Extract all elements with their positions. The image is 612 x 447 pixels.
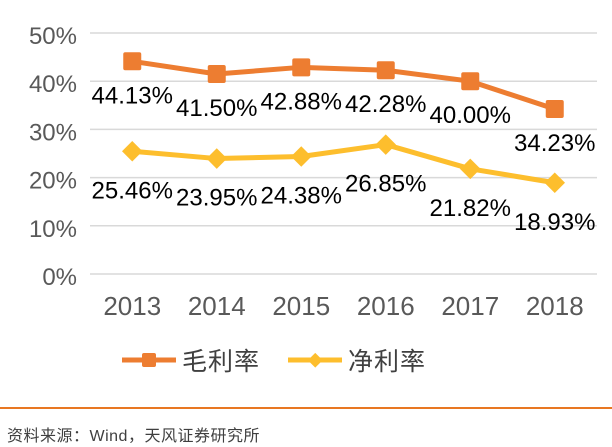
x-axis-tick-label: 2014 — [188, 291, 246, 321]
x-axis-tick-label: 2015 — [272, 291, 330, 321]
y-axis-tick-label: 0% — [42, 264, 77, 291]
data-point-label: 44.13% — [92, 82, 173, 109]
square-marker — [292, 58, 311, 77]
source-divider-line — [0, 407, 612, 409]
legend-item-net-margin: 净利率 — [288, 342, 426, 378]
y-axis-tick-label: 30% — [29, 119, 77, 146]
line-chart-plot-area: 0% 10% 20% 30% 40% 50% 2013 2014 2015 2016 2017 201… — [29, 23, 597, 321]
square-marker — [376, 61, 395, 80]
legend-item-gross-margin: 毛利率 — [121, 342, 260, 378]
diamond-marker — [459, 158, 481, 180]
data-point-label: 25.46% — [92, 177, 173, 204]
x-axis-tick-label: 2017 — [441, 291, 499, 321]
y-axis-tick-label: 50% — [29, 23, 77, 50]
y-axis-tick-label: 40% — [29, 71, 77, 98]
diamond-marker — [290, 146, 312, 167]
diamond-marker — [544, 172, 566, 194]
data-point-label: 26.85% — [345, 171, 426, 198]
square-marker — [461, 72, 480, 91]
diamond-marker — [375, 134, 397, 155]
data-point-label: 41.50% — [176, 95, 257, 122]
data-point-label: 42.28% — [345, 91, 426, 118]
gross-margin-square-marker-icon — [121, 353, 176, 367]
x-axis-tick-label: 2013 — [103, 291, 161, 321]
data-point-label: 40.00% — [430, 102, 511, 129]
net-margin-diamond-marker-icon — [288, 352, 342, 368]
data-point-label: 42.88% — [261, 88, 342, 115]
chart-legend: 毛利率 净利率 — [0, 344, 548, 376]
x-axis-tick-label: 2016 — [357, 291, 415, 321]
data-point-label: 23.95% — [176, 185, 257, 212]
data-point-label: 34.23% — [514, 130, 595, 157]
data-point-label: 24.38% — [261, 182, 342, 209]
square-marker — [123, 52, 142, 71]
square-marker — [207, 64, 226, 83]
square-marker — [545, 100, 564, 119]
series-line — [129, 142, 558, 186]
source-attribution: 资料来源：Wind，天风证券研究所 — [7, 428, 260, 445]
x-axis-tick-label: 2018 — [526, 291, 584, 321]
series-line — [129, 58, 558, 112]
legend-label-gross-margin: 毛利率 — [181, 348, 260, 376]
data-point-label: 18.93% — [514, 209, 595, 236]
diamond-marker — [121, 141, 143, 162]
data-point-label: 21.82% — [430, 195, 511, 222]
y-axis-tick-label: 20% — [29, 168, 77, 195]
legend-label-net-margin: 净利率 — [348, 348, 427, 376]
y-axis-tick-label: 10% — [29, 216, 77, 243]
diamond-marker — [206, 148, 228, 169]
